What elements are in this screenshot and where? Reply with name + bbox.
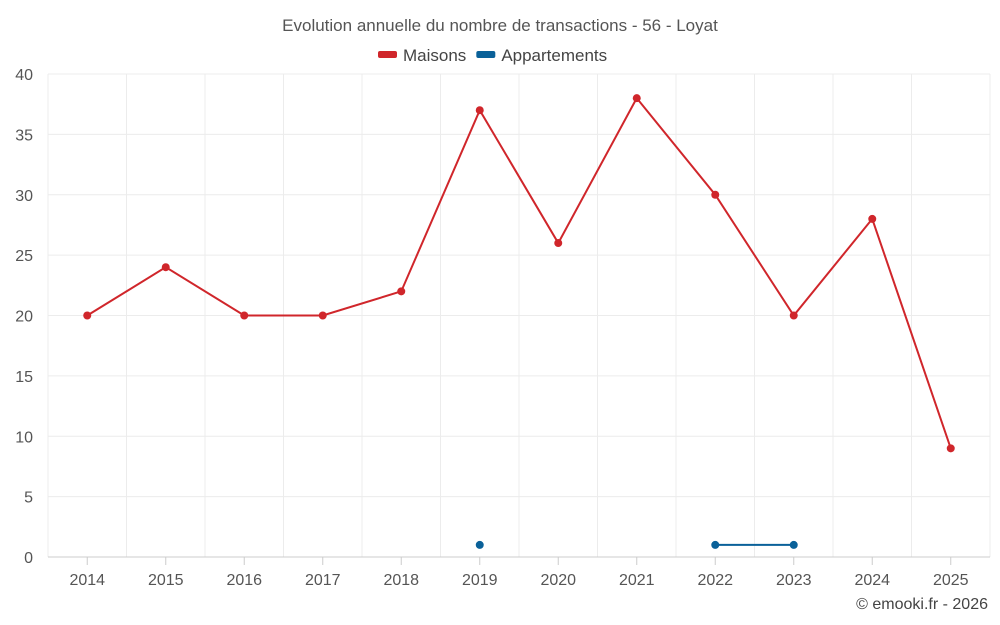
legend-item-maisons[interactable]: Maisons — [378, 46, 466, 65]
y-tick-label: 30 — [15, 188, 33, 205]
data-point-appartements-2019[interactable] — [475, 540, 484, 549]
y-tick-label: 35 — [15, 127, 33, 144]
y-tick-label: 0 — [24, 550, 33, 567]
data-point-maisons-2019[interactable] — [475, 106, 484, 115]
data-point-maisons-2023[interactable] — [789, 311, 798, 320]
legend: Maisons Appartements — [378, 46, 607, 65]
y-tick-label: 20 — [15, 309, 33, 326]
data-point-maisons-2022[interactable] — [711, 190, 720, 199]
series-group — [83, 94, 955, 549]
data-point-maisons-2025[interactable] — [946, 444, 955, 453]
y-tick-label: 5 — [24, 490, 33, 507]
series-maisons — [83, 94, 955, 453]
legend-swatch — [378, 51, 397, 58]
y-axis: 0 5 10 15 20 25 30 35 40 — [15, 67, 33, 567]
data-point-appartements-2022[interactable] — [711, 540, 720, 549]
x-tick-label: 2022 — [697, 572, 733, 589]
x-tick-label: 2021 — [619, 572, 655, 589]
x-tick-label: 2017 — [305, 572, 341, 589]
chart-title: Evolution annuelle du nombre de transact… — [282, 16, 718, 35]
legend-item-appartements[interactable]: Appartements — [476, 46, 607, 65]
x-tick-label: 2015 — [148, 572, 184, 589]
legend-label: Maisons — [403, 46, 466, 65]
x-tick-label: 2018 — [383, 572, 419, 589]
x-tick-label: 2025 — [933, 572, 969, 589]
x-axis: 2014 2015 2016 2017 2018 2019 2020 2021 2022 2023… — [69, 557, 969, 589]
data-point-maisons-2015[interactable] — [161, 263, 170, 272]
x-tick-label: 2023 — [776, 572, 812, 589]
copyright-text: © emooki.fr - 2026 — [856, 596, 988, 613]
legend-swatch — [476, 51, 496, 58]
x-tick-label: 2014 — [69, 572, 105, 589]
data-point-maisons-2017[interactable] — [318, 311, 327, 320]
y-tick-label: 25 — [15, 248, 33, 265]
y-tick-label: 10 — [15, 429, 33, 446]
series-appartements — [475, 540, 798, 549]
x-tick-label: 2024 — [854, 572, 890, 589]
grid — [47, 73, 991, 558]
series-line-maisons — [86, 96, 952, 449]
legend-label: Appartements — [501, 46, 607, 65]
data-point-maisons-2021[interactable] — [632, 94, 641, 103]
x-tick-label: 2019 — [462, 572, 498, 589]
data-point-maisons-2018[interactable] — [397, 287, 406, 296]
y-tick-label: 40 — [15, 67, 33, 84]
data-point-appartements-2023[interactable] — [789, 540, 798, 549]
data-point-maisons-2016[interactable] — [240, 311, 249, 320]
y-tick-label: 15 — [15, 369, 33, 386]
data-point-maisons-2014[interactable] — [83, 311, 92, 320]
x-tick-label: 2020 — [540, 572, 576, 589]
data-point-maisons-2024[interactable] — [868, 214, 877, 223]
data-point-maisons-2020[interactable] — [554, 239, 563, 248]
x-tick-label: 2016 — [226, 572, 262, 589]
